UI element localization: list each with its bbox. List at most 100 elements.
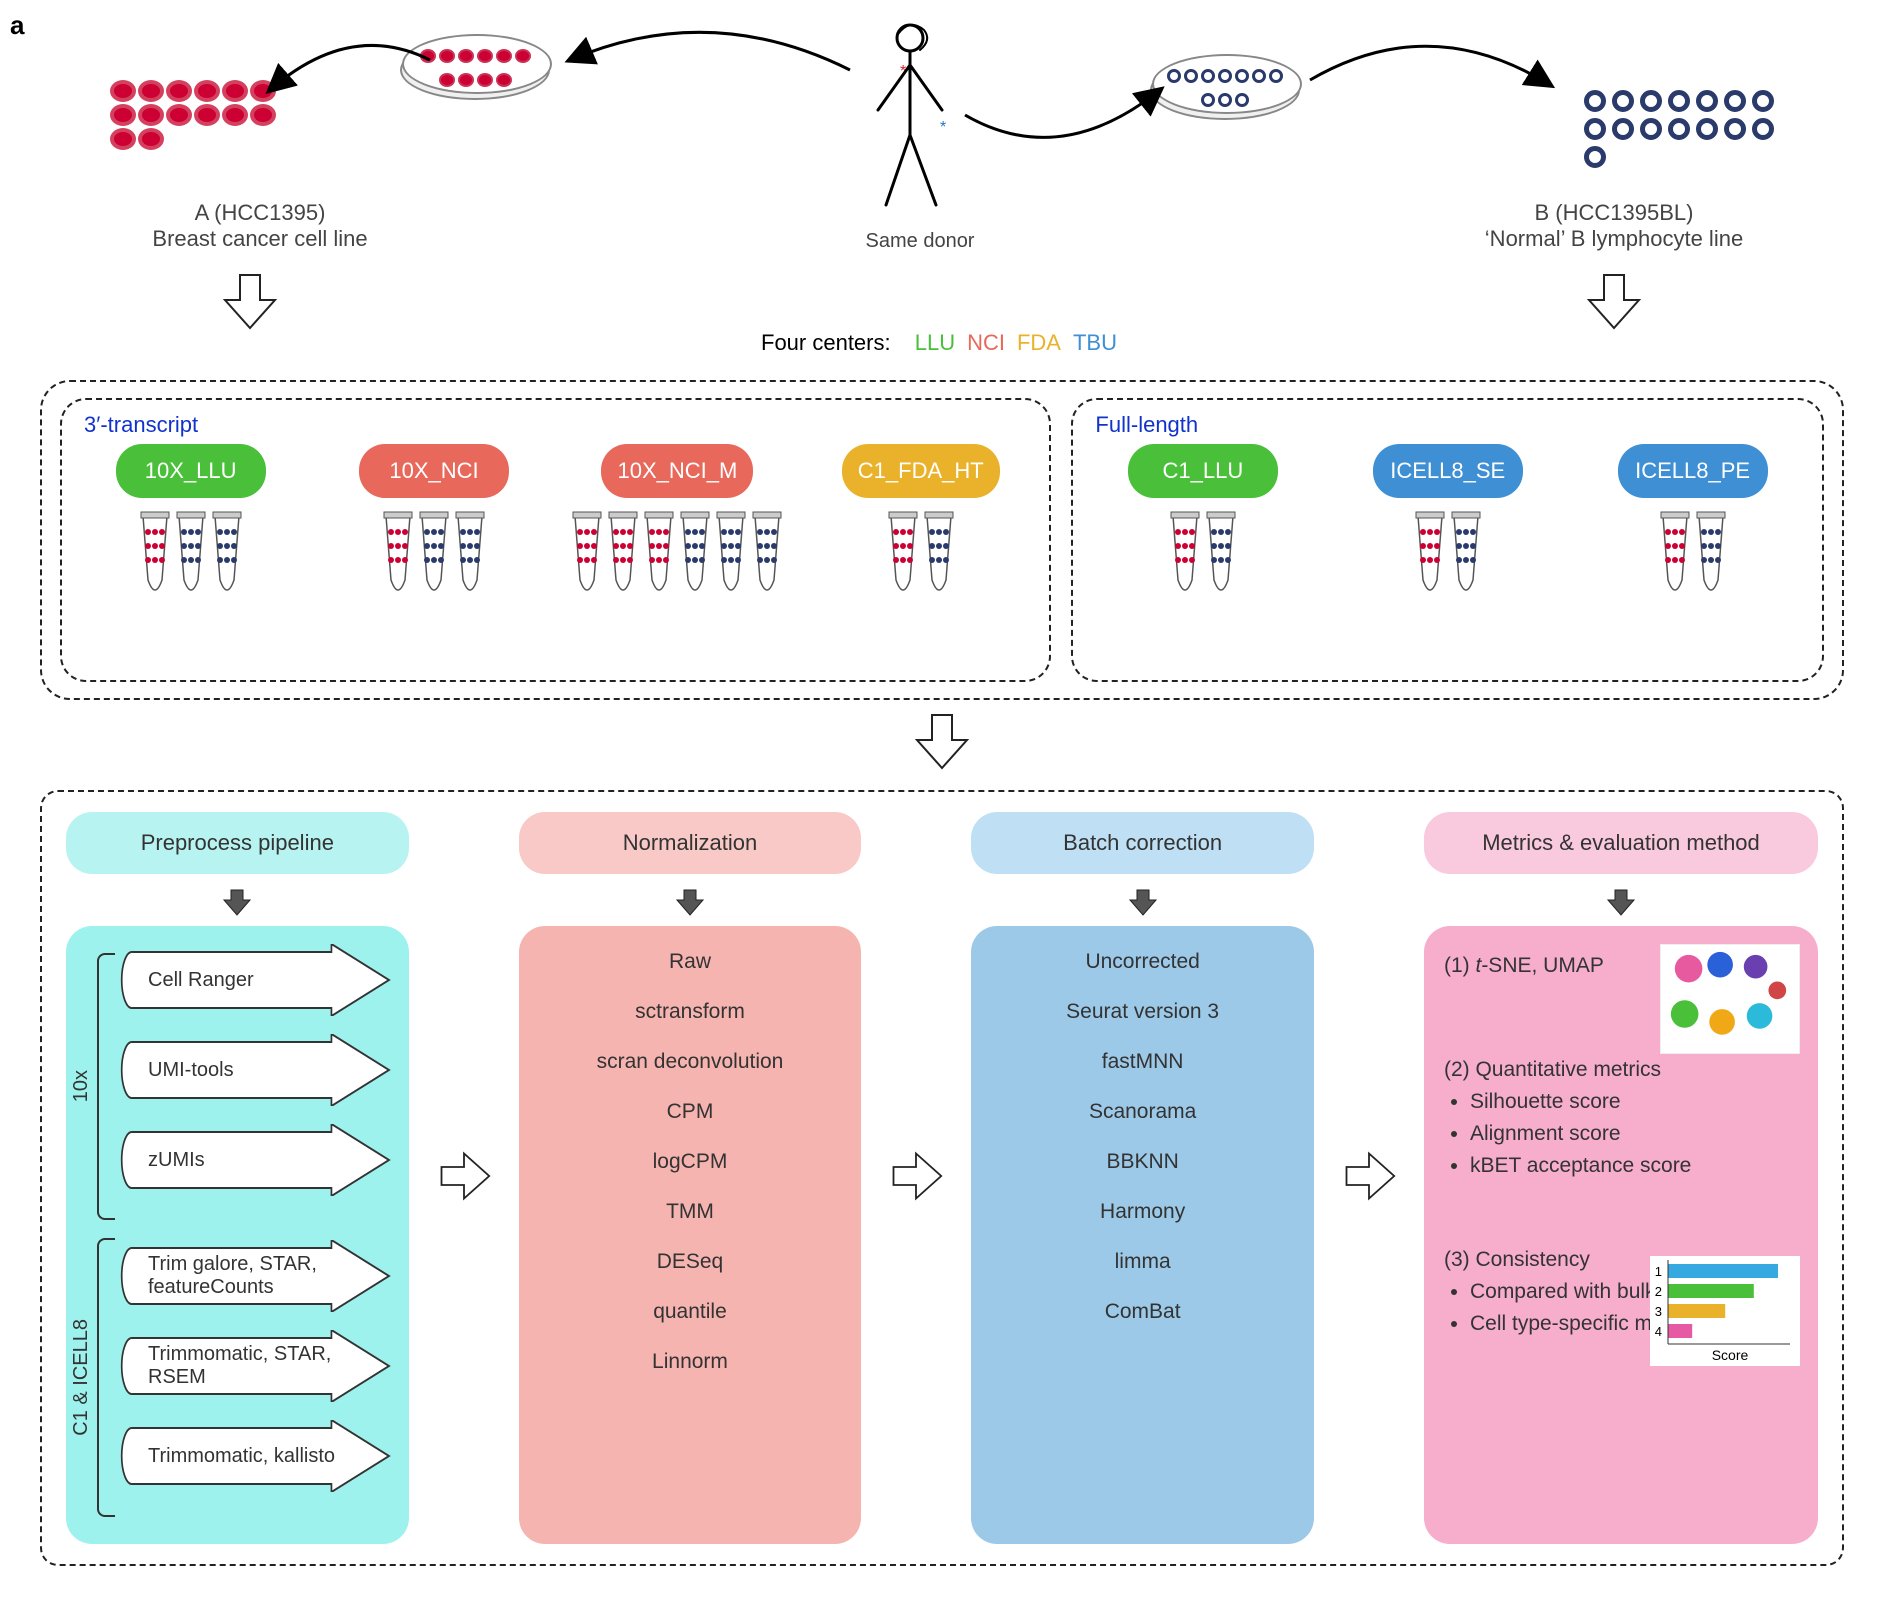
same-donor-label: Same donor <box>820 230 1020 253</box>
preprocess-col: Preprocess pipeline 10x C1 & ICELL8 Cell… <box>66 812 409 1544</box>
pipeline-item: Cell Ranger <box>120 944 391 1016</box>
tube-blue <box>924 510 954 600</box>
list-item: Harmony <box>1100 1200 1185 1224</box>
pipeline-item: Trimmomatic, kallisto <box>120 1420 391 1492</box>
list-item: Scanorama <box>1089 1100 1196 1124</box>
metrics-header: Metrics & evaluation method <box>1424 812 1818 874</box>
tube-blue <box>680 510 710 600</box>
svg-text:1: 1 <box>1655 1264 1662 1279</box>
tube-red <box>1170 510 1200 600</box>
down-arrow-right <box>1584 270 1644 330</box>
down-arrow-to-analysis <box>912 710 972 770</box>
blue-cell-cluster <box>1584 90 1774 168</box>
center-tbu: TBU <box>1073 330 1117 355</box>
full-length-title: Full-length <box>1095 412 1806 438</box>
between-arrow-2 <box>889 1149 943 1208</box>
tube-red <box>888 510 918 600</box>
between-arrow-3 <box>1342 1149 1396 1208</box>
list-item: Seurat version 3 <box>1066 1000 1219 1024</box>
cellline-a-title: A (HCC1395) <box>130 200 390 226</box>
list-item: ComBat <box>1105 1300 1181 1324</box>
platform-pill: 10X_LLU <box>116 444 266 498</box>
dark-arrow-icon <box>223 888 251 916</box>
tube-blue <box>1206 510 1236 600</box>
list-item: kBET acceptance score <box>1470 1154 1798 1178</box>
metrics-one-rest: -SNE, UMAP <box>1481 954 1604 977</box>
list-item: limma <box>1115 1250 1171 1274</box>
list-item: sctransform <box>635 1000 745 1024</box>
platform-pill: ICELL8_SE <box>1373 444 1523 498</box>
list-item: Linnorm <box>652 1350 728 1374</box>
tsne-thumbnail <box>1660 944 1800 1054</box>
cellline-a-sub: Breast cancer cell line <box>130 226 390 252</box>
metrics-col: Metrics & evaluation method (1) t-SNE, U… <box>1424 812 1818 1544</box>
tube-blue <box>716 510 746 600</box>
list-item: TMM <box>666 1200 714 1224</box>
metrics-one-prefix: (1) <box>1444 954 1476 977</box>
list-item: logCPM <box>653 1150 728 1174</box>
tube-blue <box>176 510 206 600</box>
tube-red <box>1415 510 1445 600</box>
pipeline-item: zUMIs <box>120 1124 391 1196</box>
list-item: Uncorrected <box>1085 950 1199 974</box>
metrics-two-title: (2) Quantitative metrics <box>1444 1058 1798 1082</box>
pipeline-item: Trimmomatic, STAR, RSEM <box>120 1330 391 1402</box>
tubes <box>1170 510 1236 600</box>
red-cell-cluster <box>110 80 280 150</box>
list-item: BBKNN <box>1106 1150 1178 1174</box>
pipeline-item: UMI-tools <box>120 1034 391 1106</box>
top-section: * * A (HCC1395) Breast cancer cell line … <box>0 20 1884 320</box>
arrow-dish-to-blue <box>1300 30 1560 120</box>
normalization-body: Rawsctransformscran deconvolutionCPMlogC… <box>519 926 862 1544</box>
arrow-dish-to-red <box>260 30 440 120</box>
center-nci: NCI <box>967 330 1005 355</box>
list-item: Alignment score <box>1470 1122 1798 1146</box>
dark-arrow-icon <box>1607 888 1635 916</box>
group1-label: 10x <box>70 1066 93 1106</box>
tubes <box>888 510 954 600</box>
platforms-panel: 3′-transcript 10X_LLU 10X_NCI 10X_NCI_M C1_… <box>40 380 1844 700</box>
three-prime-group: 3′-transcript 10X_LLU10X_NCI10X_NCI_MC1_… <box>60 398 1051 682</box>
group2-label: C1 & ICELL8 <box>70 1315 93 1440</box>
tubes <box>383 510 485 600</box>
score-minibar: 1234Score <box>1650 1256 1800 1366</box>
tube-blue <box>752 510 782 600</box>
tubes <box>572 510 782 600</box>
tube-blue <box>455 510 485 600</box>
analysis-panel: Preprocess pipeline 10x C1 & ICELL8 Cell… <box>40 790 1844 1566</box>
svg-text:*: * <box>900 63 906 80</box>
centers-legend: Four centers: LLUNCIFDATBU <box>0 330 1884 356</box>
platform-10x_nci_m: 10X_NCI_M <box>565 444 790 666</box>
platform-icell8_se: ICELL8_SE <box>1334 444 1561 666</box>
center-fda: FDA <box>1017 330 1061 355</box>
tube-red <box>383 510 413 600</box>
between-arrow-1 <box>437 1149 491 1208</box>
svg-text:3: 3 <box>1655 1304 1662 1319</box>
center-llu: LLU <box>915 330 955 355</box>
batch-header: Batch correction <box>971 812 1314 874</box>
cellline-b-sub: ‘Normal’ B lymphocyte line <box>1464 226 1764 252</box>
platform-pill: 10X_NCI <box>359 444 509 498</box>
donor-icon: * * <box>860 20 960 220</box>
tubes <box>1660 510 1726 600</box>
tube-red <box>1660 510 1690 600</box>
svg-text:2: 2 <box>1655 1284 1662 1299</box>
preprocess-body: 10x C1 & ICELL8 Cell Ranger UMI-tools zU… <box>66 926 409 1544</box>
tube-red <box>644 510 674 600</box>
down-arrow-left <box>220 270 280 330</box>
platform-pill: C1_LLU <box>1128 444 1278 498</box>
dark-arrow-icon <box>676 888 704 916</box>
three-prime-title: 3′-transcript <box>84 412 1033 438</box>
svg-text:*: * <box>940 119 946 136</box>
tube-red <box>608 510 638 600</box>
blue-dish <box>1150 60 1300 120</box>
full-length-group: Full-length C1_LLUICELL8_SEICELL8_PE <box>1071 398 1824 682</box>
svg-text:Score: Score <box>1712 1347 1749 1363</box>
list-item: fastMNN <box>1102 1050 1184 1074</box>
list-item: scran deconvolution <box>597 1050 784 1074</box>
platform-pill: 10X_NCI_M <box>601 444 753 498</box>
tube-blue <box>1451 510 1481 600</box>
platform-10x_llu: 10X_LLU <box>78 444 303 666</box>
arrow-donor-to-bluedish <box>960 60 1170 160</box>
tube-red <box>572 510 602 600</box>
